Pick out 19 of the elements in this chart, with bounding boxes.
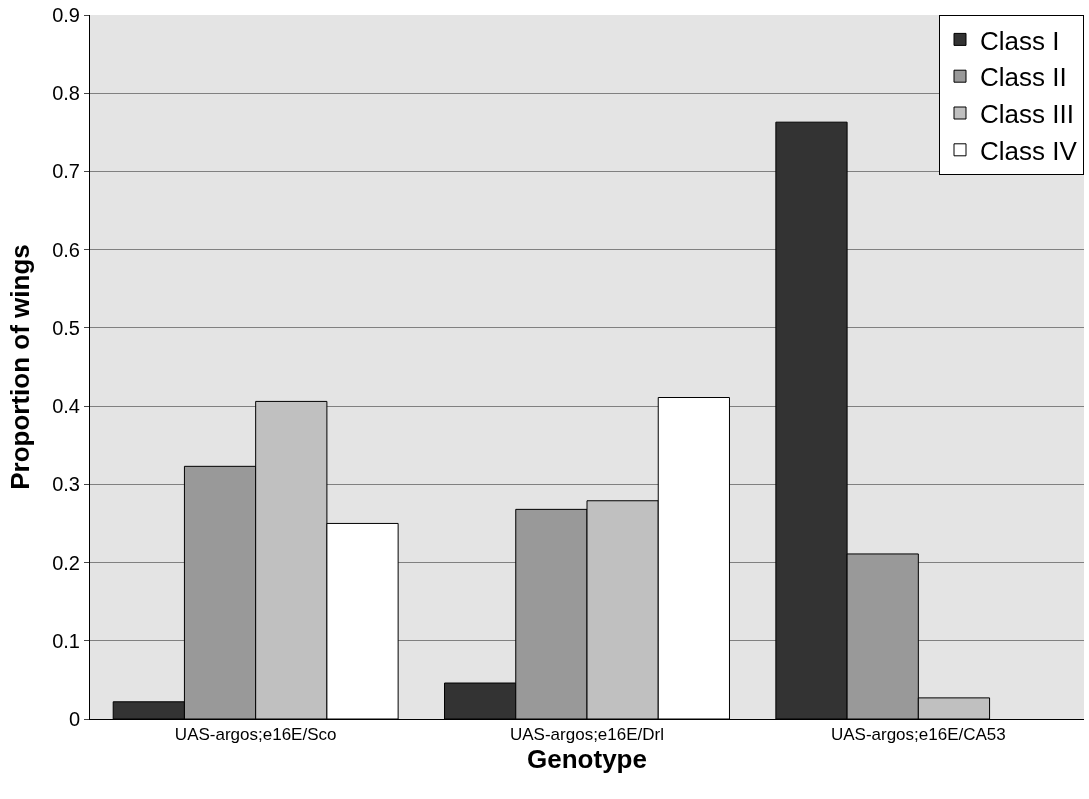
legend-label: Class II bbox=[980, 62, 1067, 93]
y-tick-label: 0.1 bbox=[52, 629, 80, 652]
x-tick-label: UAS-argos;e16E/Sco bbox=[174, 725, 337, 745]
x-axis-title: Genotype bbox=[527, 744, 647, 775]
y-axis-title: Proportion of wings bbox=[4, 244, 35, 490]
y-tick-label: 0.7 bbox=[52, 160, 80, 183]
x-tick-label: UAS-argos;e16E/Drl bbox=[509, 725, 665, 745]
x-tick-label: UAS-argos;e16E/CA53 bbox=[830, 725, 1006, 745]
legend-label: Class IV bbox=[980, 135, 1078, 166]
legend-label: Class III bbox=[980, 99, 1074, 130]
y-tick-label: 0.8 bbox=[52, 82, 80, 105]
y-tick-label: 0 bbox=[68, 708, 80, 730]
y-tick-label: 0.9 bbox=[52, 4, 80, 26]
y-tick-label: 0.6 bbox=[52, 238, 80, 261]
y-tick-label: 0.2 bbox=[52, 551, 80, 574]
y-tick-label: 0.3 bbox=[52, 473, 80, 496]
y-tick-label: 0.4 bbox=[52, 395, 80, 418]
legend-label: Class I bbox=[980, 25, 1060, 56]
y-tick-label: 0.5 bbox=[52, 316, 80, 339]
